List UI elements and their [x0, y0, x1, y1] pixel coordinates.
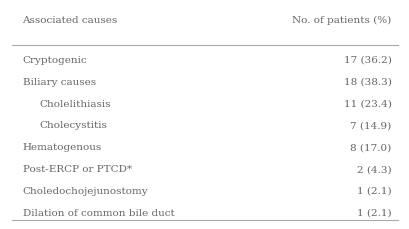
Text: Cryptogenic: Cryptogenic — [22, 56, 87, 65]
Text: 11 (23.4): 11 (23.4) — [343, 99, 391, 108]
Text: No. of patients (%): No. of patients (%) — [292, 16, 391, 25]
Text: Dilation of common bile duct: Dilation of common bile duct — [22, 208, 174, 217]
Text: 7 (14.9): 7 (14.9) — [349, 121, 391, 130]
Text: Biliary causes: Biliary causes — [22, 77, 95, 86]
Text: Hematogenous: Hematogenous — [22, 143, 101, 152]
Text: 1 (2.1): 1 (2.1) — [356, 186, 391, 195]
Text: Cholecystitis: Cholecystitis — [39, 121, 107, 130]
Text: Associated causes: Associated causes — [22, 16, 117, 25]
Text: 18 (38.3): 18 (38.3) — [343, 77, 391, 86]
Text: 17 (36.2): 17 (36.2) — [343, 56, 391, 65]
Text: 8 (17.0): 8 (17.0) — [349, 143, 391, 152]
Text: 1 (2.1): 1 (2.1) — [356, 208, 391, 217]
Text: Cholelithiasis: Cholelithiasis — [39, 99, 110, 108]
Text: 2 (4.3): 2 (4.3) — [356, 164, 391, 173]
Text: Choledochojejunostomy: Choledochojejunostomy — [22, 186, 148, 195]
Text: Post-ERCP or PTCD*: Post-ERCP or PTCD* — [22, 164, 131, 173]
